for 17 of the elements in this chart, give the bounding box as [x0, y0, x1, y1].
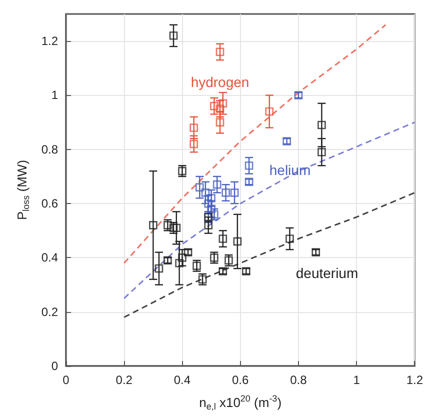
x-tick-label: 0.6 — [232, 373, 249, 387]
y-tick-label: 0.6 — [41, 196, 58, 211]
x-tick-label: 0 — [62, 373, 70, 387]
x-tick-label: 0.4 — [174, 373, 191, 387]
y-axis-title: Ploss (MW) — [14, 160, 31, 220]
series-label: hydrogen — [190, 74, 250, 90]
x-tick-label: 1 — [353, 373, 360, 387]
x-tick-label: 1.2 — [406, 373, 424, 387]
series-label: deuterium — [296, 265, 358, 281]
y-tick-label: 0.4 — [41, 250, 58, 265]
y-tick-label: 0.2 — [41, 304, 58, 319]
y-tick-label: 0 — [51, 359, 58, 373]
x-tick-label: 0.2 — [116, 373, 133, 387]
y-tick-label: 1 — [51, 88, 58, 102]
x-tick-label: 0.8 — [290, 373, 308, 387]
y-tick-label: 1.2 — [41, 34, 58, 48]
y-tick-label: 0.8 — [41, 142, 58, 156]
